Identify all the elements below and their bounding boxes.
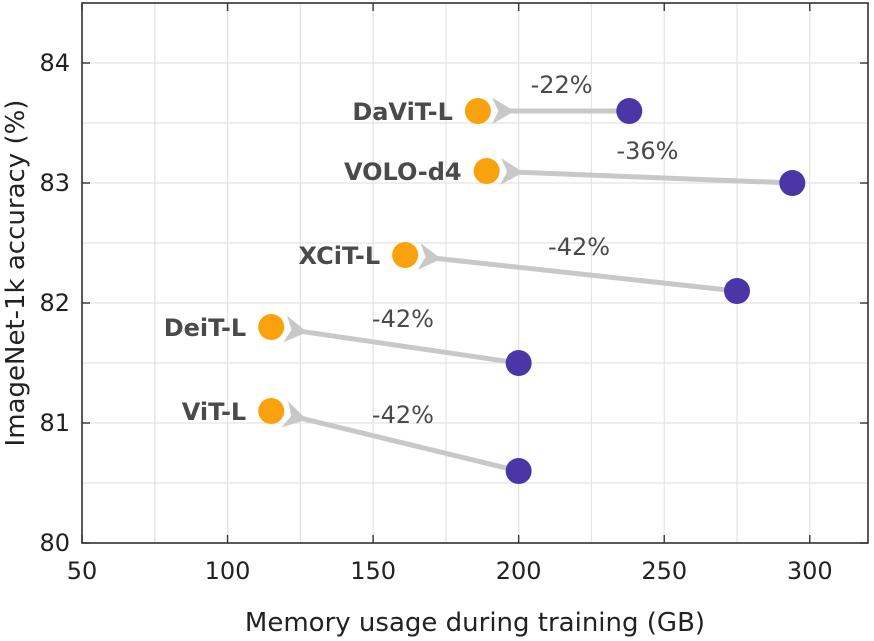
point-before-vit-l [505, 458, 532, 484]
arrow-vit-l [281, 401, 520, 474]
x-tick-label: 250 [641, 557, 687, 585]
reduction-label: -22% [531, 71, 593, 99]
model-label: VOLO-d4 [344, 158, 462, 186]
point-after-vit-l [258, 398, 285, 424]
model-label: DaViT-L [352, 98, 453, 126]
y-tick-label: 81 [39, 409, 70, 437]
x-tick-label: 150 [350, 557, 396, 585]
point-after-xcit-l [392, 242, 419, 268]
x-tick-label: 50 [67, 557, 98, 585]
reduction-label: -42% [372, 305, 434, 333]
model-label: ViT-L [182, 398, 246, 426]
point-before-volo-d4 [779, 170, 806, 196]
reduction-label: -42% [372, 401, 434, 429]
arrow-volo-d4 [500, 158, 793, 186]
reduction-label: -42% [548, 233, 610, 261]
point-before-davit-l [616, 98, 643, 124]
y-tick-label: 82 [39, 289, 70, 317]
point-before-deit-l [505, 350, 532, 376]
x-tick-label: 300 [787, 557, 833, 585]
model-label: XCiT-L [299, 242, 381, 270]
model-label: DeiT-L [164, 314, 247, 342]
y-tick-label: 83 [39, 169, 70, 197]
y-tick-label: 80 [39, 529, 70, 557]
arrows [281, 97, 793, 474]
labels: DaViT-L -22% VOLO-d4 -36% XCiT-L -42% DeiT-L -4… [164, 71, 679, 429]
x-tick-label: 100 [205, 557, 251, 585]
point-after-volo-d4 [473, 158, 500, 184]
data-points [258, 98, 806, 484]
arrow-xcit-l [417, 243, 738, 294]
reduction-label: -36% [616, 137, 678, 165]
x-axis-title: Memory usage during training (GB) [245, 608, 705, 638]
arrow-deit-l [283, 315, 520, 366]
axes: 50 100 150 200 250 300 80 81 82 83 84 [39, 2, 869, 585]
plot-frame [81, 2, 869, 544]
x-tick-label: 200 [496, 557, 542, 585]
y-tick-label: 84 [39, 49, 70, 77]
point-after-davit-l [464, 98, 491, 124]
point-after-deit-l [258, 314, 285, 340]
y-axis-title: ImageNet-1k accuracy (%) [1, 100, 31, 447]
point-before-xcit-l [724, 278, 750, 304]
